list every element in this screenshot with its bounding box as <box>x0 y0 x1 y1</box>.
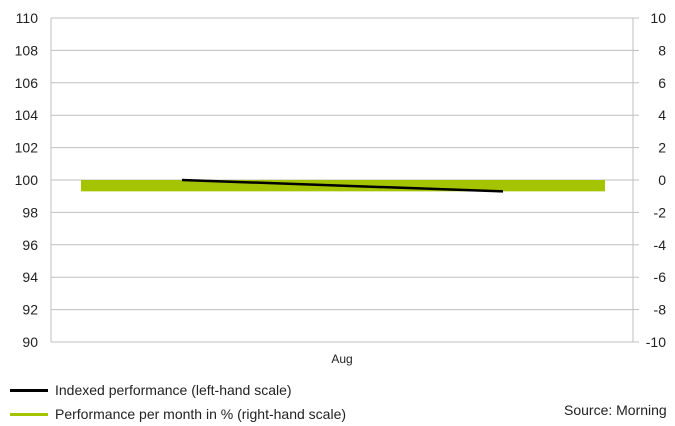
legend-item-monthly: Performance per month in % (right-hand s… <box>10 402 346 426</box>
y-right-tick-label: 2 <box>658 140 666 156</box>
y-right-tick-label: 10 <box>650 10 666 26</box>
y-left-tick-label: 100 <box>15 172 39 188</box>
y-left-tick-label: 108 <box>15 42 39 58</box>
line-indexed-performance <box>181 178 504 193</box>
legend-label-indexed: Indexed performance (left-hand scale) <box>55 382 292 398</box>
x-category-label: Aug <box>331 352 352 366</box>
y-right-tick-label: 0 <box>658 172 666 188</box>
y-right-tick-label: 4 <box>658 107 666 123</box>
y-right-tick-label: -8 <box>654 302 667 318</box>
y-left-tick-label: 110 <box>16 10 39 26</box>
legend-swatch-indexed <box>10 388 48 392</box>
y-right-tick-label: -4 <box>654 237 667 253</box>
y-left-tick-label: 106 <box>15 75 39 91</box>
y-left-tick-label: 90 <box>22 334 38 350</box>
y-right-tick-label: -2 <box>654 204 667 220</box>
y-left-tick-label: 92 <box>22 302 38 318</box>
y-right-tick-label: -10 <box>646 334 666 350</box>
legend-label-monthly: Performance per month in % (right-hand s… <box>55 406 347 422</box>
y-left-tick-label: 98 <box>22 204 38 220</box>
y-left-tick-label: 102 <box>15 140 39 156</box>
chart-legend: Indexed performance (left-hand scale) Pe… <box>10 378 346 426</box>
y-left-tick-label: 94 <box>22 269 38 285</box>
y-right-tick-label: 6 <box>658 75 666 91</box>
y-left-tick-label: 96 <box>22 237 38 253</box>
y-right-tick-label: -6 <box>654 269 667 285</box>
y-right-tick-label: 8 <box>658 42 666 58</box>
y-left-tick-label: 104 <box>15 107 39 123</box>
legend-swatch-monthly <box>10 412 48 416</box>
legend-item-indexed: Indexed performance (left-hand scale) <box>10 378 346 402</box>
source-note: Source: Morning <box>564 402 667 418</box>
